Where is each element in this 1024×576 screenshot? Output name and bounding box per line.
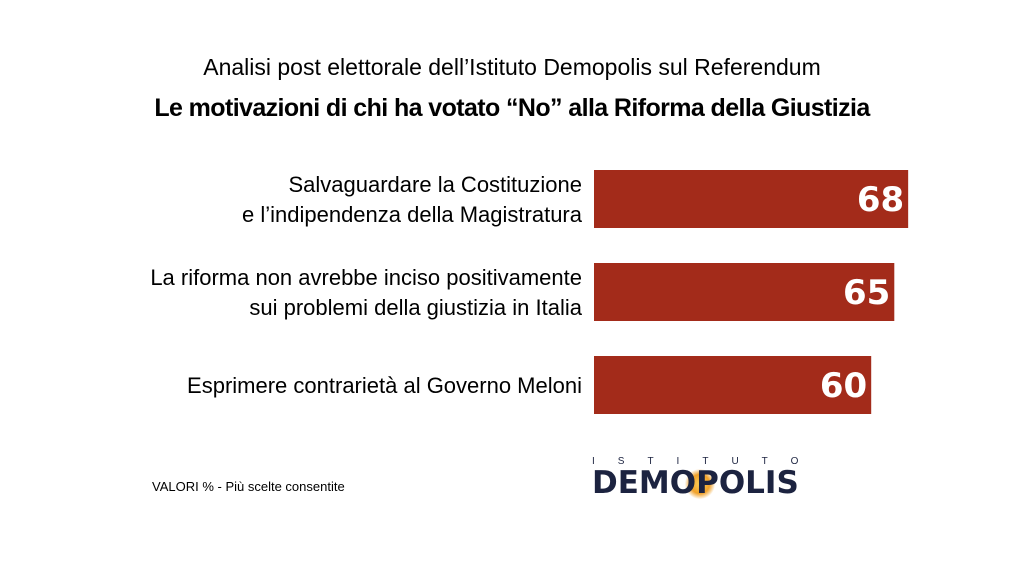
category-label: La riforma non avrebbe inciso positivame… xyxy=(150,265,582,290)
chart-subtitle: Le motivazioni di chi ha votato “No” all… xyxy=(154,94,870,122)
logo-sun-icon xyxy=(685,469,715,499)
demopolis-logo: ISTITUTO DEMOPOLIS xyxy=(592,456,842,501)
value-label: 60 xyxy=(820,366,867,406)
footnote: VALORI % - Più scelte consentite xyxy=(152,479,345,494)
value-label: 68 xyxy=(857,180,904,220)
logo-top-text: ISTITUTO xyxy=(592,456,822,467)
category-label: e l’indipendenza della Magistratura xyxy=(242,202,583,227)
value-label: 65 xyxy=(843,273,890,313)
bar xyxy=(594,263,895,321)
bar xyxy=(594,170,909,228)
category-label: Esprimere contrarietà al Governo Meloni xyxy=(187,373,582,398)
logo-main-text: DEMOPOLIS xyxy=(592,465,799,501)
bar xyxy=(594,356,872,414)
category-label: Salvaguardare la Costituzione xyxy=(288,172,582,197)
chart-title: Analisi post elettorale dell’Istituto De… xyxy=(203,54,821,80)
category-label: sui problemi della giustizia in Italia xyxy=(249,295,582,320)
